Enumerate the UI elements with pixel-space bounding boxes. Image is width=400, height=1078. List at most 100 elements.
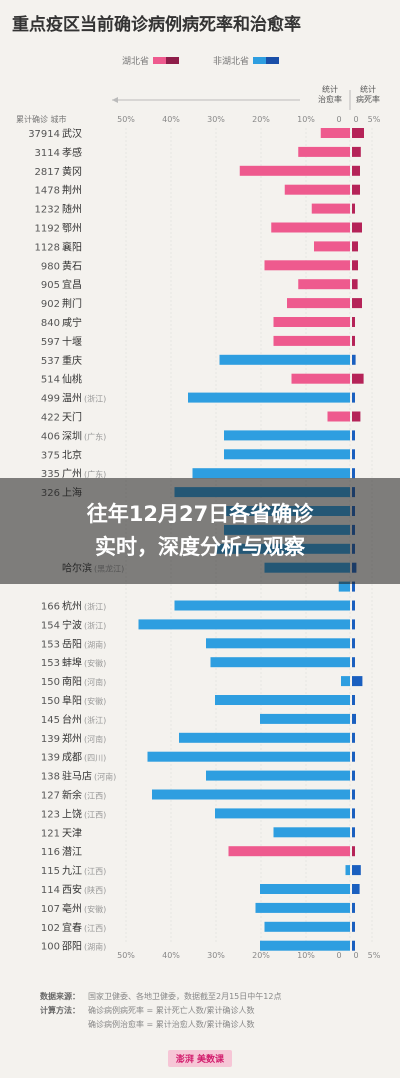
row-city-name: 广州	[62, 468, 82, 480]
row-city-name: 南阳	[62, 675, 82, 688]
death-bar	[352, 260, 358, 271]
row-confirmed-count: 127	[41, 791, 60, 802]
headline-line-2: 实时，深度分析与观察	[95, 535, 305, 559]
row-city-name: 仙桃	[62, 373, 82, 386]
death-bar	[352, 279, 358, 290]
row-province: (浙江)	[84, 715, 106, 725]
row-city-name: 新余	[62, 789, 82, 802]
header-death-rate-2: 病死率	[356, 94, 380, 104]
method-2: 确诊病例治愈率 = 累计治愈人数/累计确诊人数	[88, 1020, 255, 1029]
tick-label-bottom: 40%	[162, 951, 180, 960]
row-city-name: 亳州	[62, 902, 82, 915]
death-bar	[352, 354, 356, 365]
row-province: (广东)	[84, 469, 106, 479]
tick-label-top: 0	[353, 115, 358, 124]
death-bar	[352, 902, 355, 913]
cure-bar	[298, 146, 350, 157]
cure-bar	[291, 373, 350, 384]
cure-bar	[174, 600, 350, 611]
death-bar	[352, 203, 355, 214]
row-province: (四川)	[84, 754, 106, 763]
death-bar	[352, 940, 355, 951]
row-confirmed-count: 1128	[35, 242, 60, 253]
row-city-name: 随州	[62, 203, 82, 216]
row-province: (江西)	[84, 867, 106, 876]
hubei-death-swatch	[166, 57, 180, 64]
row-city-name: 孝感	[62, 146, 82, 159]
row-city-name: 邵阳	[62, 941, 82, 953]
cure-bar	[287, 298, 350, 309]
legend-hubei-label: 湖北省	[122, 57, 150, 67]
cure-bar	[224, 430, 350, 441]
cure-bar	[314, 241, 350, 252]
row-confirmed-count: 335	[41, 469, 60, 480]
row-city-name: 郑州	[62, 732, 82, 745]
row-confirmed-count: 406	[41, 431, 60, 442]
row-province: (陕西)	[84, 885, 106, 895]
cure-bar	[152, 789, 350, 800]
cure-bar	[264, 260, 350, 271]
death-bar	[352, 373, 364, 384]
row-confirmed-count: 980	[41, 261, 60, 272]
row-city-name: 武汉	[62, 127, 82, 140]
row-province: (河南)	[84, 677, 106, 687]
cure-bar	[298, 279, 350, 290]
row-confirmed-count: 102	[41, 923, 60, 934]
death-bar	[352, 449, 355, 460]
death-bar	[352, 676, 363, 687]
row-confirmed-count: 902	[41, 299, 60, 310]
row-confirmed-count: 1478	[35, 186, 60, 197]
row-city-name: 台州	[62, 713, 82, 726]
death-bar	[352, 770, 355, 781]
row-confirmed-count: 537	[41, 356, 60, 367]
cure-bar	[138, 619, 350, 630]
headline-line-1: 往年12月27日各省确诊	[86, 502, 314, 526]
row-city-name: 黄石	[62, 259, 82, 272]
death-bar	[352, 884, 360, 894]
row-province: (安徽)	[84, 904, 106, 914]
cure-bar	[228, 846, 350, 857]
death-bar	[352, 827, 355, 838]
row-city-name: 北京	[62, 448, 82, 461]
row-city-name: 阜阳	[62, 694, 82, 707]
death-bar	[352, 638, 355, 649]
cure-bar	[260, 940, 350, 951]
row-confirmed-count: 1232	[35, 205, 60, 216]
row-province: (江西)	[84, 792, 106, 801]
row-province: (湖南)	[84, 942, 106, 952]
row-confirmed-count: 107	[41, 904, 60, 915]
row-city-name: 岳阳	[62, 638, 82, 650]
row-confirmed-count: 139	[41, 753, 60, 764]
row-confirmed-count: 138	[41, 772, 60, 783]
row-city-name: 荆州	[62, 184, 82, 197]
tick-label-top: 20%	[252, 115, 270, 124]
brand-logo: 澎湃 美数课	[0, 1047, 400, 1067]
cure-bar	[264, 921, 350, 932]
row-city-name: 荆门	[62, 297, 82, 310]
row-confirmed-count: 150	[41, 677, 60, 688]
row-city-name: 蚌埠	[62, 656, 82, 669]
row-confirmed-count: 145	[41, 715, 60, 726]
row-city-name: 宜春	[62, 921, 82, 934]
nonhubei-death-swatch	[266, 57, 280, 64]
death-bar	[352, 298, 362, 309]
row-city-name: 襄阳	[62, 240, 82, 253]
cure-bar	[206, 638, 350, 649]
cure-bar	[215, 695, 350, 705]
death-bar	[352, 146, 361, 157]
death-bar	[352, 411, 361, 422]
death-bar	[352, 789, 355, 800]
row-confirmed-count: 514	[41, 375, 60, 386]
row-province: (浙江)	[84, 620, 106, 630]
cure-bar	[273, 827, 350, 838]
header-city: 累计确诊 城市	[16, 114, 67, 124]
row-province: (安徽)	[84, 696, 106, 706]
row-confirmed-count: 123	[41, 809, 60, 820]
row-province: (河南)	[94, 772, 116, 782]
method-1: 确诊病例病死率 = 累计死亡人数/累计确诊人数	[88, 1006, 255, 1015]
cure-bar	[271, 222, 350, 233]
row-confirmed-count: 100	[41, 942, 60, 953]
cure-bar	[345, 865, 350, 876]
row-city-name: 成都	[62, 752, 82, 764]
death-bar	[352, 619, 355, 630]
